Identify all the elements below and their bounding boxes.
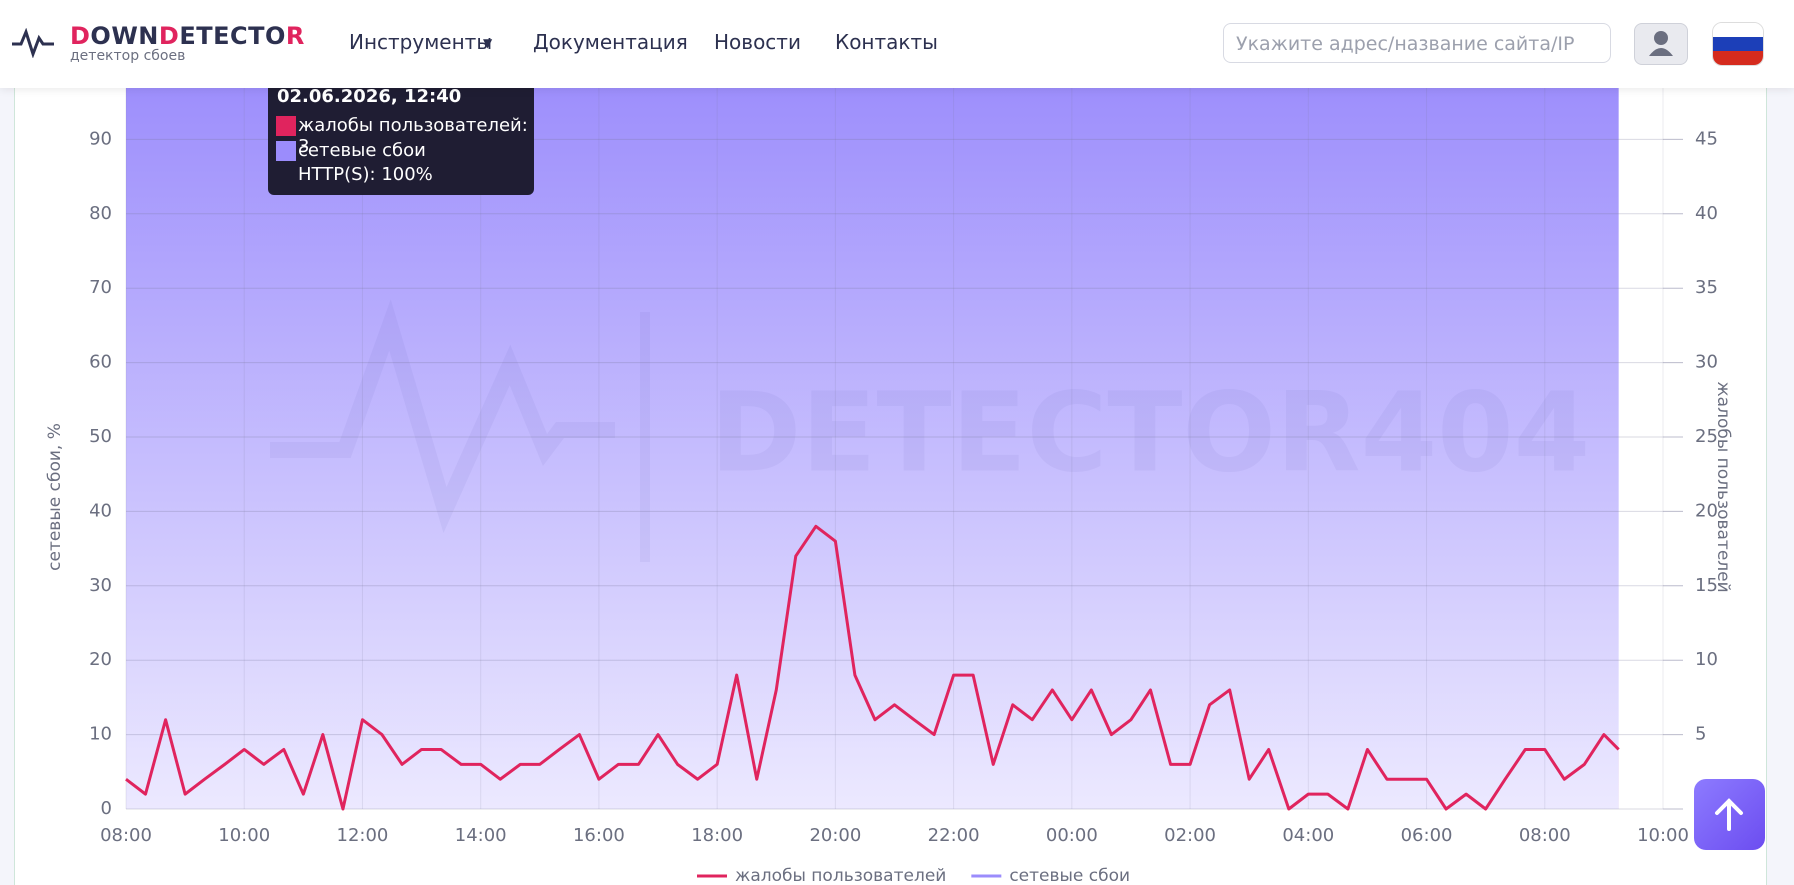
y2-tick-label: 20 [1695,500,1718,521]
x-tick-label: 20:00 [809,825,861,846]
logo-subtitle: детектор сбоев [70,48,186,64]
y-tick-label: 60 [89,352,112,373]
logo-part: D [158,22,180,50]
scroll-top-button[interactable] [1694,779,1765,850]
x-tick-label: 12:00 [337,825,389,846]
logo-part: OWN [90,22,159,50]
tooltip-swatch [276,116,296,136]
tooltip-line: HTTP(S): 100% [298,164,433,185]
x-tick-label: 08:00 [100,825,152,846]
series-line [125,524,1620,811]
language-flag[interactable] [1712,22,1764,66]
header: DOWNDETECTOR детектор сбоев Инструменты … [0,0,1794,88]
watermark-icon [270,299,615,533]
y-tick-label: 10 [89,724,112,745]
y2-tick-label: 5 [1695,724,1706,745]
legend-label: жалобы пользователей [735,866,946,885]
tooltip-title: 02.06.2026, 12:40 [277,86,462,107]
y-tick-label: 50 [89,426,112,447]
chart: DETECTOR404 08:00 10:00 12:00 14:00 16:00 18:0… [45,65,1733,885]
tooltip-line: сетевые сбои [298,140,426,161]
x-tick-label: 08:00 [1519,825,1571,846]
series-area [126,65,1619,809]
y2-tick-label: 15 [1695,575,1718,596]
x-tick-label: 22:00 [928,825,980,846]
watermark: DETECTOR404 [710,368,1590,496]
y-tick-label: 90 [89,128,112,149]
y2-tick-label: 35 [1695,277,1718,298]
search-input[interactable]: Укажите адрес/название сайта/IP [1223,23,1611,63]
logo-icon [12,28,54,58]
nav-link[interactable]: Новости [714,30,801,54]
y2-tick-label: 45 [1695,128,1718,149]
logo-part: R [285,22,305,50]
user-button[interactable] [1634,23,1688,65]
y-tick-label: 20 [89,649,112,670]
dropdown-arrow: ▼ [483,36,493,50]
x-tick-label: 00:00 [1046,825,1098,846]
y-tick-label: 30 [89,575,112,596]
x-tick-label: 16:00 [573,825,625,846]
logo[interactable]: DOWNDETECTOR [70,22,305,50]
chart-card: DETECTOR404 08:00 10:00 12:00 14:00 16:00 18:0… [14,0,1767,885]
legend-label: сетевые сбои [1009,866,1130,885]
logo-part: D [70,22,91,50]
y-tick-label: 80 [89,203,112,224]
y-tick-label: 0 [101,798,112,819]
x-tick-label: 04:00 [1282,825,1334,846]
x-tick-label: 10:00 [1637,825,1689,846]
tooltip-swatch [276,141,296,161]
y2-tick-label: 30 [1695,352,1718,373]
tooltip-line: жалобы пользователей: 3 [298,115,528,157]
y2-axis-label: жалобы пользователей [1713,381,1733,592]
nav-link[interactable]: Документация [533,30,688,54]
nav-link[interactable]: Контакты [835,30,938,54]
x-tick-label: 10:00 [218,825,270,846]
y2-tick-label: 40 [1695,203,1718,224]
x-tick-label: 14:00 [455,825,507,846]
y-axis-label: сетевые сбои, % [45,423,65,571]
nav-link[interactable]: Инструменты [349,30,493,54]
y-tick-label: 70 [89,277,112,298]
y-tick-label: 40 [89,500,112,521]
x-tick-label: 02:00 [1164,825,1216,846]
x-tick-label: 06:00 [1401,825,1453,846]
x-tick-label: 18:00 [691,825,743,846]
y2-tick-label: 25 [1695,426,1718,447]
logo-part: ETECTO [179,22,286,50]
y2-tick-label: 10 [1695,649,1718,670]
